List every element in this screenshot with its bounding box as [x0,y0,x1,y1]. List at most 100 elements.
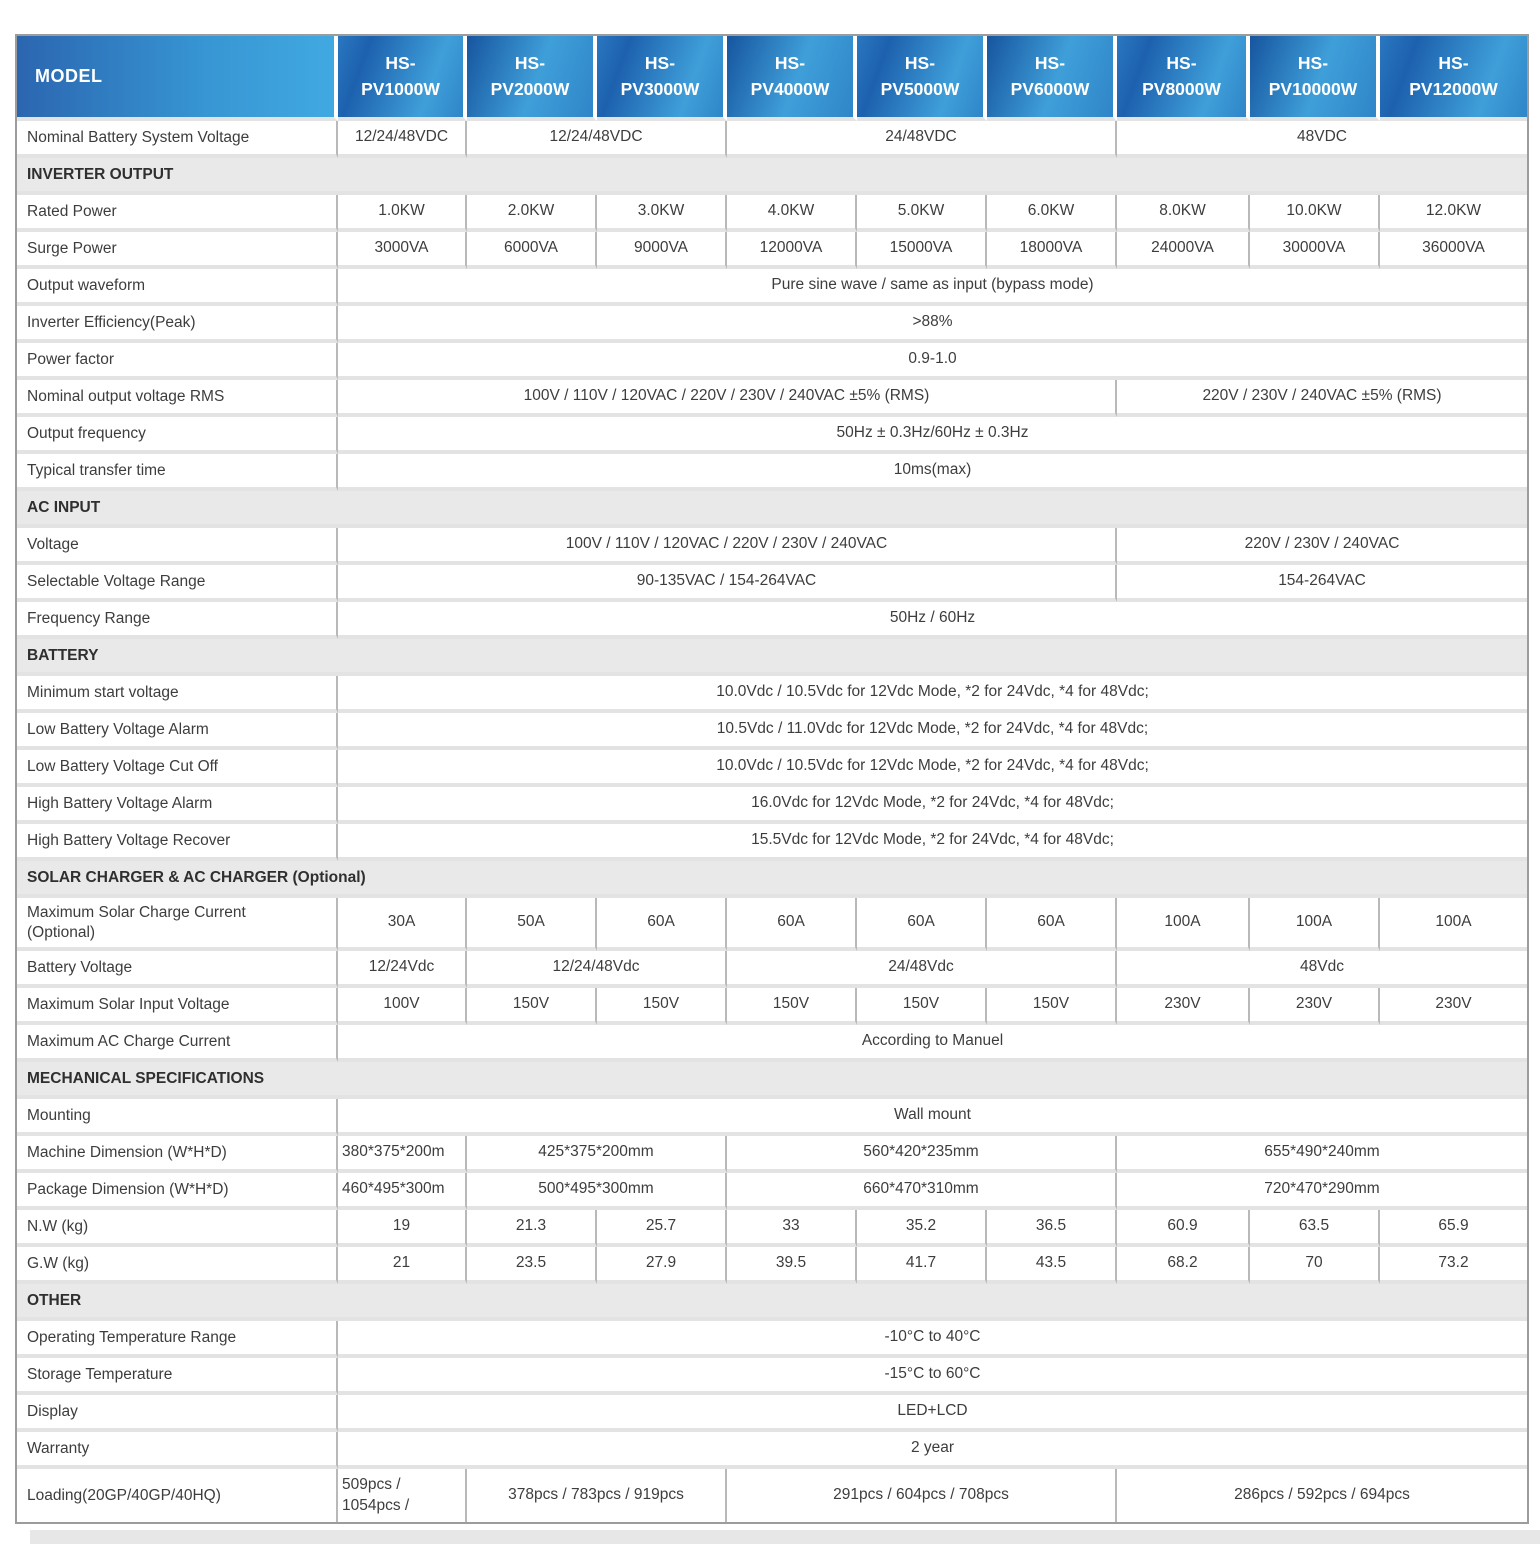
spec-value-cell: 425*375*200mm [467,1136,727,1173]
row-label: Nominal Battery System Voltage [17,121,338,158]
model-column-header: HS- PV2000W [467,36,597,121]
spec-value-cell: 655*490*240mm [1117,1136,1527,1173]
spec-row: G.W (kg) 21 23.5 27.9 39.5 41.7 43.5 68.2 70 73.2 [17,1247,1527,1284]
row-label: Maximum Solar Input Voltage [17,988,338,1025]
spec-value-cell: 30A [338,898,467,951]
spec-value-cell: 60A [597,898,727,951]
spec-value-cell: >88% [338,306,1527,343]
row-label: Package Dimension (W*H*D) [17,1173,338,1210]
row-label: Typical transfer time [17,454,338,491]
row-label: Battery Voltage [17,951,338,988]
spec-value-cell: 150V [597,988,727,1025]
spec-value-cell: 230V [1250,988,1380,1025]
spec-value-cell: 10.0KW [1250,195,1380,232]
row-label: Low Battery Voltage Cut Off [17,750,338,787]
inverter-spec-table: MODEL HS- PV1000W HS- PV2000W HS- PV3000W H… [15,34,1529,1524]
row-label: Frequency Range [17,602,338,639]
spec-value-cell: 30000VA [1250,232,1380,269]
spec-value-cell: 720*470*290mm [1117,1173,1527,1210]
model-header-cell: MODEL [17,36,338,121]
row-label: Selectable Voltage Range [17,565,338,602]
spec-value-cell: 100V [338,988,467,1025]
spec-value-cell: 63.5 [1250,1210,1380,1247]
spec-value-cell: 24/48Vdc [727,951,1117,988]
section-header-row: SOLAR CHARGER & AC CHARGER (Optional) [17,861,1527,898]
spec-value-cell: 12/24/48VDC [467,121,727,158]
spec-row: Low Battery Voltage Cut Off 10.0Vdc / 10.… [17,750,1527,787]
row-label: High Battery Voltage Alarm [17,787,338,824]
spec-value-cell: 23.5 [467,1247,597,1284]
row-label: Output frequency [17,417,338,454]
spec-row: Frequency Range 50Hz / 60Hz [17,602,1527,639]
spec-value-cell: 21.3 [467,1210,597,1247]
spec-value-cell: 48VDC [1117,121,1527,158]
section-header: MECHANICAL SPECIFICATIONS [17,1062,1527,1099]
table-body: Nominal Battery System Voltage 12/24/48VD… [17,121,1527,1522]
spec-value-cell: 500*495*300mm [467,1173,727,1210]
row-label: Rated Power [17,195,338,232]
row-label: Inverter Efficiency(Peak) [17,306,338,343]
spec-row: Package Dimension (W*H*D) 460*495*300m 500… [17,1173,1527,1210]
spec-value-cell: 33 [727,1210,857,1247]
spec-row: Voltage 100V / 110V / 120VAC / 220V / 230… [17,528,1527,565]
spec-row: Maximum AC Charge Current According to Ma… [17,1025,1527,1062]
row-label: Maximum Solar Charge Current (Optional) [17,898,338,951]
spec-value-cell: 100V / 110V / 120VAC / 220V / 230V / 240… [338,528,1117,565]
row-label: G.W (kg) [17,1247,338,1284]
spec-value-cell: 220V / 230V / 240VAC ±5% (RMS) [1117,380,1527,417]
spec-row: Display LED+LCD [17,1395,1527,1432]
spec-value-cell: 8.0KW [1117,195,1250,232]
spec-value-cell: 12000VA [727,232,857,269]
spec-row: Typical transfer time 10ms(max) [17,454,1527,491]
spec-row: Operating Temperature Range -10°C to 40°C [17,1321,1527,1358]
spec-row: Rated Power 1.0KW 2.0KW 3.0KW 4.0KW 5.0KW 6.0K… [17,195,1527,232]
spec-value-cell: 1.0KW [338,195,467,232]
row-label: Loading(20GP/40GP/40HQ) [17,1469,338,1522]
spec-value-cell: 43.5 [987,1247,1117,1284]
row-label: Low Battery Voltage Alarm [17,713,338,750]
spec-value-cell: 380*375*200m [338,1136,467,1173]
spec-value-cell: 16.0Vdc for 12Vdc Mode, *2 for 24Vdc, *4… [338,787,1527,824]
row-label: Nominal output voltage RMS [17,380,338,417]
spec-row: High Battery Voltage Recover 15.5Vdc for … [17,824,1527,861]
model-column-header: HS- PV4000W [727,36,857,121]
spec-value-cell: 10.0Vdc / 10.5Vdc for 12Vdc Mode, *2 for… [338,676,1527,713]
section-header: SOLAR CHARGER & AC CHARGER (Optional) [17,861,1527,898]
spec-value-cell: 19 [338,1210,467,1247]
spec-value-cell: 70 [1250,1247,1380,1284]
spec-row: N.W (kg) 19 21.3 25.7 33 35.2 36.5 60.9 63.5 65.9 [17,1210,1527,1247]
spec-value-cell: 3.0KW [597,195,727,232]
section-header-row: OTHER [17,1284,1527,1321]
section-header-row: INVERTER OUTPUT [17,158,1527,195]
spec-value-cell: Wall mount [338,1099,1527,1136]
row-label: Surge Power [17,232,338,269]
spec-value-cell: -15°C to 60°C [338,1358,1527,1395]
spec-value-cell: 10.0Vdc / 10.5Vdc for 12Vdc Mode, *2 for… [338,750,1527,787]
spec-row: Output waveform Pure sine wave / same as … [17,269,1527,306]
spec-row: High Battery Voltage Alarm 16.0Vdc for 12… [17,787,1527,824]
spec-row: Low Battery Voltage Alarm 10.5Vdc / 11.0V… [17,713,1527,750]
spec-value-cell: 12/24/48VDC [338,121,467,158]
spec-value-cell: 4.0KW [727,195,857,232]
spec-value-cell: 50A [467,898,597,951]
section-header: AC INPUT [17,491,1527,528]
spec-row: Machine Dimension (W*H*D) 380*375*200m 425… [17,1136,1527,1173]
spec-value-cell: 460*495*300m [338,1173,467,1210]
row-label: Mounting [17,1099,338,1136]
spec-value-cell: 12.0KW [1380,195,1527,232]
spec-value-cell: 6000VA [467,232,597,269]
spec-value-cell: 41.7 [857,1247,987,1284]
section-header: OTHER [17,1284,1527,1321]
spec-row: Output frequency 50Hz ± 0.3Hz/60Hz ± 0.3H… [17,417,1527,454]
model-header-row: MODEL HS- PV1000W HS- PV2000W HS- PV3000W H… [17,36,1527,121]
spec-value-cell: 6.0KW [987,195,1117,232]
model-column-header: HS- PV3000W [597,36,727,121]
spec-value-cell: 35.2 [857,1210,987,1247]
model-column-header: HS- PV1000W [338,36,467,121]
spec-value-cell: 378pcs / 783pcs / 919pcs [467,1469,727,1522]
spec-row: Loading(20GP/40GP/40HQ) 509pcs / 1054pcs … [17,1469,1527,1522]
model-column-header: HS- PV8000W [1117,36,1250,121]
row-label: Minimum start voltage [17,676,338,713]
row-label: N.W (kg) [17,1210,338,1247]
